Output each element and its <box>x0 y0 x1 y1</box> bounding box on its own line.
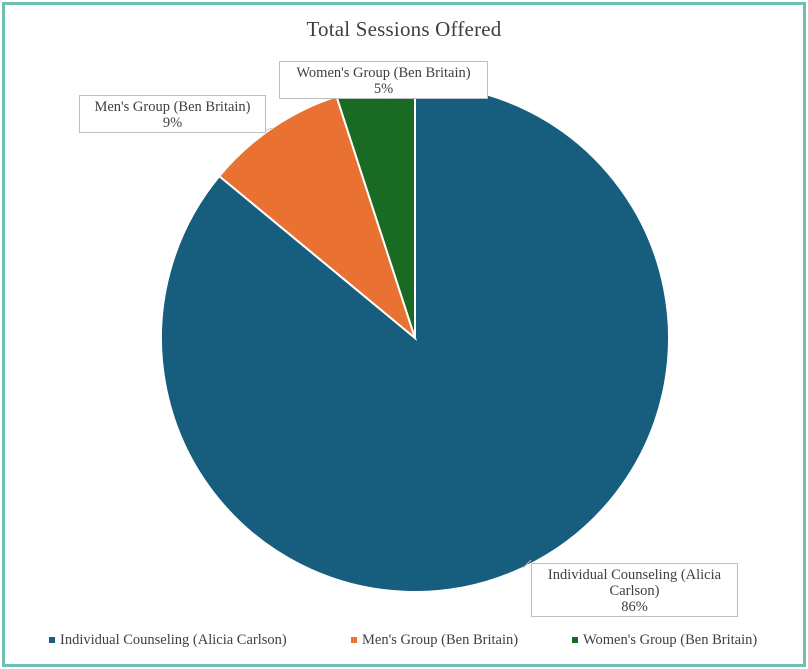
legend-label: Women's Group (Ben Britain) <box>583 632 758 648</box>
chart-title: Total Sessions Offered <box>306 17 502 41</box>
data-label-value: 86% <box>621 599 648 615</box>
legend-label: Men's Group (Ben Britain) <box>362 632 519 648</box>
legend-item-mens-group: Men's Group (Ben Britain) <box>351 632 518 649</box>
data-label-value: 5% <box>373 81 394 97</box>
data-label-womens-group: Women's Group (Ben Britain) 5% <box>279 61 488 99</box>
data-label-individual-counseling: Individual Counseling (Alicia Carlson) 8… <box>531 563 738 617</box>
legend-label: Individual Counseling (Alicia Carlson) <box>60 632 287 648</box>
data-label-name: Women's Group (Ben Britain) <box>296 65 471 81</box>
data-label-mens-group: Men's Group (Ben Britain) 9% <box>79 95 266 133</box>
leader-line-individual-counseling <box>522 559 532 569</box>
data-label-name-line1: Individual Counseling (Alicia <box>547 567 722 583</box>
legend-swatch <box>572 636 578 643</box>
data-label-value: 9% <box>162 115 183 131</box>
data-label-name: Men's Group (Ben Britain) <box>94 99 251 115</box>
legend-item-individual-counseling: Individual Counseling (Alicia Carlson) <box>49 632 287 649</box>
data-label-name-line2: Carlson) <box>609 583 660 599</box>
legend-swatch <box>351 636 357 643</box>
legend-swatch <box>49 636 55 643</box>
legend-item-womens-group: Women's Group (Ben Britain) <box>572 632 757 649</box>
chart-legend: Individual Counseling (Alicia Carlson) M… <box>0 632 808 652</box>
